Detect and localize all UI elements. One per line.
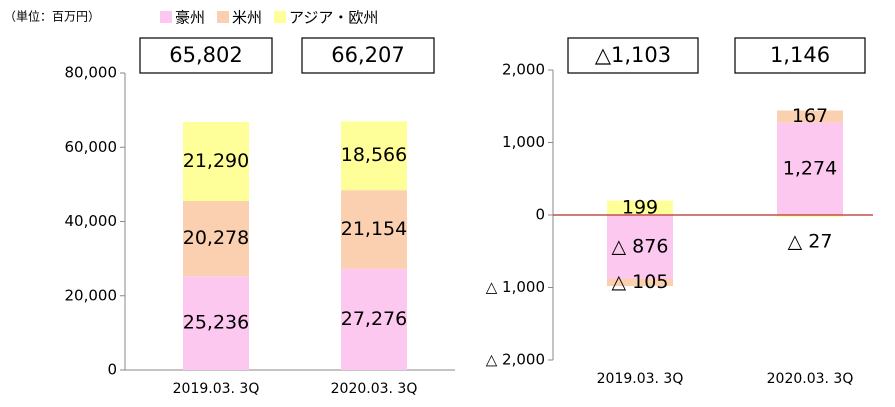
legend-swatch bbox=[217, 11, 230, 23]
x-tick-label: 2020.03. 3Q bbox=[767, 371, 854, 387]
data-label: 199 bbox=[622, 196, 658, 218]
legend-label: アジア・欧州 bbox=[289, 9, 378, 27]
total-label: △1,103 bbox=[595, 43, 671, 67]
x-tick-label: 2020.03. 3Q bbox=[331, 381, 418, 397]
legend-swatch bbox=[274, 11, 287, 23]
total-label: 1,146 bbox=[770, 43, 830, 67]
y-tick-label: 80,000 bbox=[65, 64, 118, 82]
total-box bbox=[567, 37, 699, 74]
data-label: 25,236 bbox=[183, 312, 249, 334]
data-label: 21,154 bbox=[341, 218, 407, 240]
y-tick-label: 20,000 bbox=[65, 286, 118, 304]
data-label: 20,278 bbox=[183, 227, 249, 249]
unit: （単位：百万円） bbox=[4, 9, 100, 24]
y-tick-label: 0 bbox=[535, 206, 545, 224]
legend-label: 豪州 bbox=[175, 9, 205, 27]
total-label: 65,802 bbox=[169, 43, 242, 67]
bar-segment bbox=[183, 121, 249, 202]
data-label: 167 bbox=[792, 105, 828, 127]
bar-segment bbox=[607, 278, 673, 287]
bar-segment bbox=[777, 110, 843, 123]
x-tick-label: 2019.03. 3Q bbox=[597, 371, 684, 387]
y-tick-label: 1,000 bbox=[502, 133, 545, 151]
bar-segment bbox=[341, 190, 407, 269]
y-tick-label: 0 bbox=[107, 361, 117, 379]
bar-segment bbox=[777, 122, 843, 215]
y-tick-label: 40,000 bbox=[65, 212, 118, 230]
bar-segment bbox=[777, 215, 843, 217]
y-tick-label: 60,000 bbox=[65, 138, 118, 156]
x-tick-label: 2019.03. 3Q bbox=[173, 381, 260, 397]
bar-segment bbox=[341, 268, 407, 370]
y-tick-label: △ 2,000 bbox=[486, 351, 545, 369]
data-label: 18,566 bbox=[341, 144, 407, 166]
total-label: 66,207 bbox=[331, 43, 404, 67]
legend-swatch bbox=[160, 11, 172, 23]
total-box bbox=[139, 37, 273, 74]
bar-segment bbox=[341, 121, 407, 191]
bar-segment bbox=[183, 201, 249, 277]
data-label: △ 27 bbox=[788, 230, 833, 252]
data-label: △ 876 bbox=[612, 235, 669, 257]
y-tick-label: 2,000 bbox=[502, 61, 545, 79]
bar-segment bbox=[607, 215, 673, 279]
legend-label: 米州 bbox=[232, 9, 262, 27]
bar-segment bbox=[607, 200, 673, 215]
data-label: △ 105 bbox=[612, 271, 669, 293]
data-label: 21,290 bbox=[183, 150, 249, 172]
data-label: 1,274 bbox=[783, 157, 837, 179]
bar-segment bbox=[183, 276, 249, 370]
y-tick-label: △ 1,000 bbox=[486, 278, 545, 296]
total-box bbox=[734, 37, 866, 74]
data-label: 27,276 bbox=[341, 308, 407, 330]
total-box bbox=[301, 37, 435, 74]
